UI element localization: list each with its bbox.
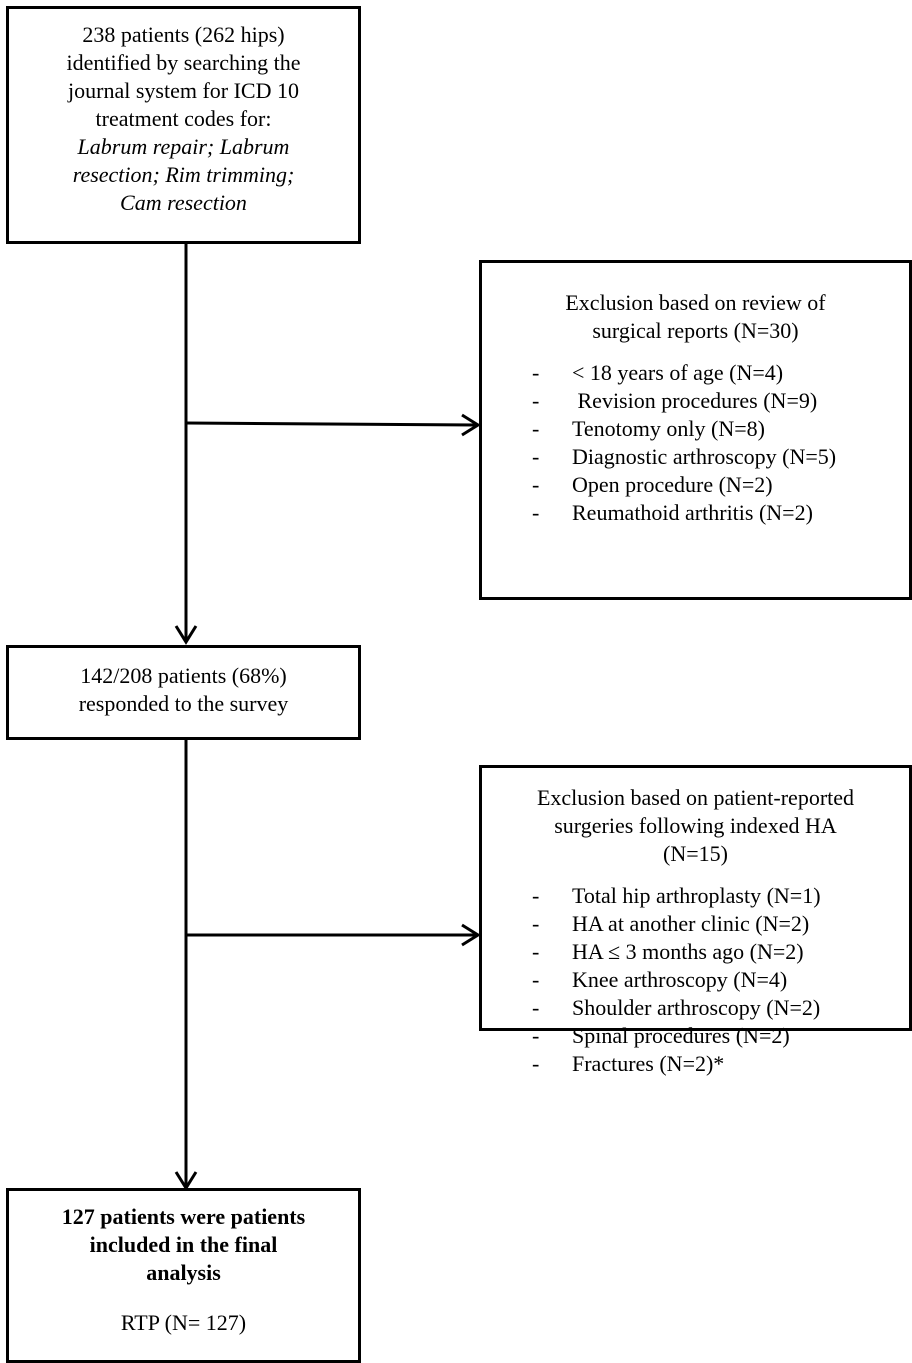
box-final-analysis: 127 patients were patients included in t… — [6, 1188, 361, 1363]
bullet-dash: - — [532, 472, 540, 497]
bullet-dash: - — [532, 967, 540, 992]
connector-branch-1 — [185, 421, 477, 427]
box-survey-responders: 142/208 patients (68%) responded to the … — [6, 645, 361, 740]
survey-line-2: responded to the survey — [78, 691, 289, 716]
exclusion2-item: Shoulder arthroscopy (N=2) — [572, 995, 821, 1020]
arrowhead-right-2 — [461, 923, 481, 947]
bullet-dash: - — [532, 883, 540, 908]
bullet-dash: - — [532, 416, 540, 441]
exclusion2-title: Exclusion based on patient-reported surg… — [482, 784, 909, 868]
identification-line-3: journal system for ICD 10 — [68, 78, 299, 103]
exclusion1-title: Exclusion based on review of surgical re… — [482, 289, 909, 345]
list-item: - < 18 years of age (N=4) — [482, 359, 909, 387]
bullet-dash: - — [532, 1051, 540, 1076]
exclusion2-item: Fractures (N=2)* — [572, 1051, 725, 1076]
final-analysis-line-1: 127 patients were patients — [61, 1204, 306, 1229]
exclusion1-item: Diagnostic arthroscopy (N=5) — [572, 444, 837, 469]
exclusion2-item: HA ≤ 3 months ago (N=2) — [572, 939, 804, 964]
list-item: - Knee arthroscopy (N=4) — [482, 966, 909, 994]
survey-line-1: 142/208 patients (68%) — [80, 663, 287, 688]
exclusion2-list: - Total hip arthroplasty (N=1) - HA at ano… — [482, 882, 909, 1078]
final-analysis-line-3: analysis — [146, 1260, 221, 1285]
final-analysis-line-2: included in the final — [89, 1232, 278, 1257]
list-item: - HA at another clinic (N=2) — [482, 910, 909, 938]
bullet-dash: - — [532, 360, 540, 385]
rtp-count: RTP (N= 127) — [120, 1310, 247, 1335]
list-item: - Tenotomy only (N=8) — [482, 415, 909, 443]
treatment-code-line-3: Cam resection — [120, 190, 247, 215]
arrowhead-right-1 — [461, 413, 481, 437]
list-item: - Shoulder arthroscopy (N=2) — [482, 994, 909, 1022]
list-item: - Spinal procedures (N=2) — [482, 1022, 909, 1050]
exclusion1-item: Reumathoid arthritis (N=2) — [572, 500, 813, 525]
exclusion1-title-line-1: Exclusion based on review of — [565, 290, 826, 315]
list-item: - Total hip arthroplasty (N=1) — [482, 882, 909, 910]
exclusion2-title-line-2: surgeries following indexed HA — [554, 813, 837, 838]
exclusion2-item: HA at another clinic (N=2) — [572, 911, 810, 936]
identification-line-1: 238 patients (262 hips) — [82, 22, 285, 47]
exclusion1-item: Tenotomy only (N=8) — [572, 416, 765, 441]
box-exclusion-patient-reported: Exclusion based on patient-reported surg… — [479, 765, 912, 1076]
bullet-dash: - — [532, 388, 540, 413]
exclusion2-item: Knee arthroscopy (N=4) — [572, 967, 788, 992]
bullet-dash: - — [532, 1023, 540, 1048]
exclusion2-title-line-3: (N=15) — [663, 841, 728, 866]
exclusion2-title-line-1: Exclusion based on patient-reported — [536, 785, 855, 810]
bullet-dash: - — [532, 500, 540, 525]
exclusion1-title-line-2: surgical reports (N=30) — [592, 318, 799, 343]
exclusion1-item: Revision procedures (N=9) — [572, 388, 818, 413]
list-item: - Revision procedures (N=9) — [482, 387, 909, 415]
list-item: - Reumathoid arthritis (N=2) — [482, 499, 909, 527]
list-item: - Diagnostic arthroscopy (N=5) — [482, 443, 909, 471]
bullet-dash: - — [532, 911, 540, 936]
exclusion2-item: Spinal procedures (N=2) — [572, 1023, 790, 1048]
list-item: - Fractures (N=2)* — [482, 1050, 909, 1078]
list-item: - Open procedure (N=2) — [482, 471, 909, 499]
exclusion2-item: Total hip arthroplasty (N=1) — [572, 883, 821, 908]
identification-line-4: treatment codes for: — [95, 106, 272, 131]
list-item: - HA ≤ 3 months ago (N=2) — [482, 938, 909, 966]
exclusion1-list: - < 18 years of age (N=4) - Revision proc… — [482, 359, 909, 527]
bullet-dash: - — [532, 939, 540, 964]
identification-line-2: identified by searching the — [66, 50, 301, 75]
treatment-code-line-1: Labrum repair; Labrum — [77, 134, 290, 159]
box-exclusion-surgical-reports: Exclusion based on review of surgical re… — [479, 260, 912, 600]
exclusion1-item: < 18 years of age (N=4) — [572, 360, 784, 385]
arrowhead-down-1 — [174, 625, 198, 645]
treatment-code-line-2: resection; Rim trimming; — [72, 162, 295, 187]
bullet-dash: - — [532, 995, 540, 1020]
box-initial-identification: 238 patients (262 hips) identified by se… — [6, 6, 361, 244]
bullet-dash: - — [532, 444, 540, 469]
exclusion1-item: Open procedure (N=2) — [572, 472, 773, 497]
